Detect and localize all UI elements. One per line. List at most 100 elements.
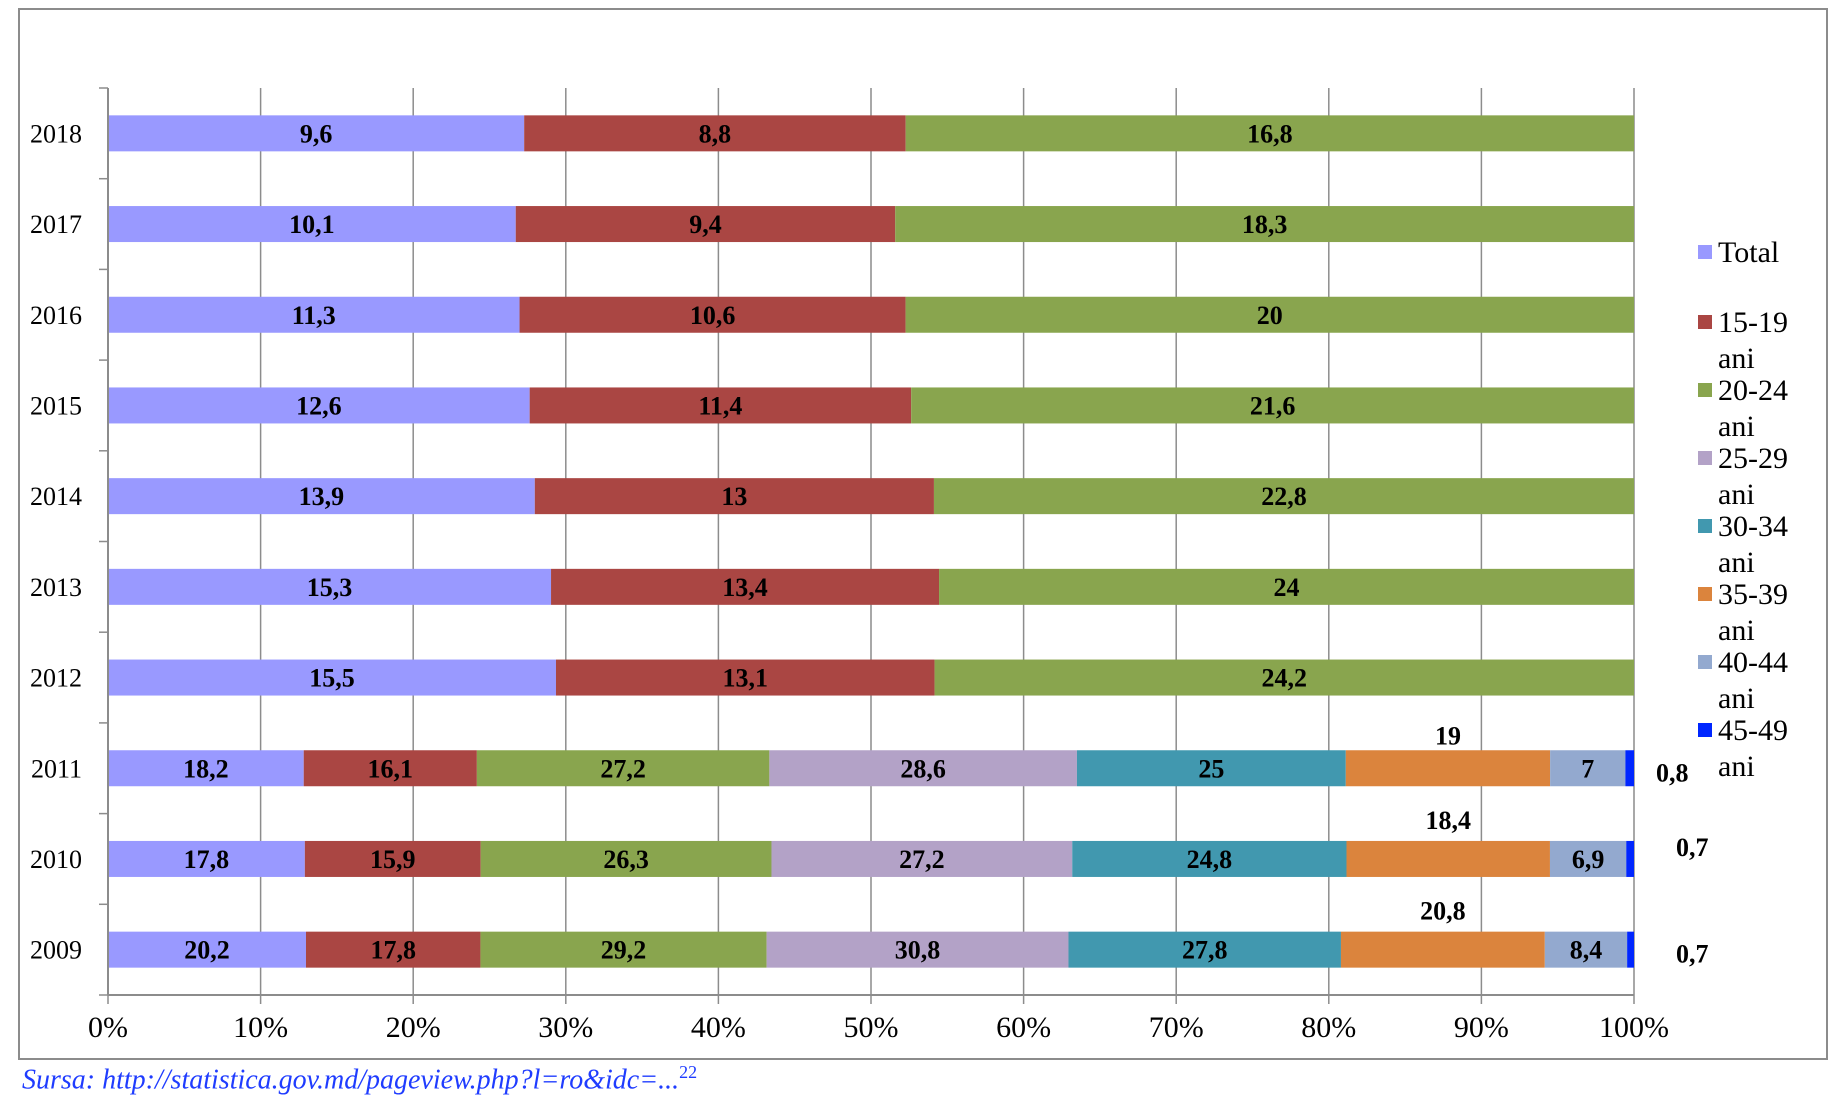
data-label: 13 — [721, 482, 747, 511]
x-tick-label: 70% — [1149, 1011, 1204, 1044]
bar-segment — [766, 931, 1069, 968]
data-label: 30,8 — [895, 936, 941, 965]
data-label: 17,8 — [370, 936, 416, 965]
data-label: 0,8 — [1656, 758, 1689, 787]
bar-segment — [1340, 931, 1545, 968]
x-tick-label: 40% — [691, 1011, 746, 1044]
data-label: 24,2 — [1262, 664, 1308, 693]
bar-segment — [1346, 840, 1550, 877]
data-label: 13,4 — [722, 573, 768, 602]
source-note: Sursa: http://statistica.gov.md/pageview… — [22, 1062, 697, 1096]
bars — [108, 115, 1634, 968]
bar-segment — [108, 206, 516, 243]
legend-label: Total — [1718, 236, 1779, 269]
legend-label: ani — [1718, 546, 1755, 579]
bar-segment — [303, 750, 477, 787]
legend-swatch — [1698, 587, 1712, 601]
bar-segment — [1072, 840, 1347, 877]
category-label: 2018 — [30, 119, 82, 148]
bar-segment — [555, 659, 935, 696]
bar-segment — [1345, 750, 1551, 787]
bar-segment — [515, 206, 896, 243]
legend-label: ani — [1718, 682, 1755, 715]
data-label: 24 — [1274, 573, 1300, 602]
legend-label: ani — [1718, 750, 1755, 783]
data-label: 16,1 — [368, 754, 414, 783]
bar-segment — [480, 840, 772, 877]
bar-segment — [1627, 931, 1634, 968]
legend-swatch — [1698, 245, 1712, 259]
axes: 0% 10% 20% 30% 40% 50% 60% 70% 80% 90% 100%2018201… — [30, 87, 1669, 1044]
data-label: 12,6 — [296, 391, 342, 420]
chart-frame — [18, 8, 1828, 1060]
bar-segment — [905, 115, 1634, 152]
bar-segment — [108, 115, 525, 152]
bar-segment — [1626, 840, 1634, 877]
data-label: 13,1 — [723, 664, 769, 693]
bar-segment — [934, 659, 1634, 696]
legend-label: 20-24 — [1718, 374, 1788, 407]
bar-segment — [305, 931, 481, 968]
bar-segment — [551, 568, 940, 605]
data-label: 20,2 — [184, 936, 230, 965]
data-label: 8,4 — [1570, 936, 1603, 965]
legend-label: 45-49 — [1718, 714, 1788, 747]
category-label: 2012 — [30, 664, 82, 693]
legend-swatch — [1698, 383, 1712, 397]
data-label: 18,4 — [1425, 806, 1471, 835]
data-label: 18,3 — [1242, 210, 1288, 239]
bar-segment — [529, 387, 912, 424]
bar-segment — [1068, 931, 1341, 968]
legend-swatch — [1698, 655, 1712, 669]
data-label: 10,1 — [289, 210, 335, 239]
data-label: 11,3 — [292, 301, 336, 330]
x-tick-label: 80% — [1301, 1011, 1356, 1044]
bar-segment — [911, 387, 1634, 424]
bar-segment — [1076, 750, 1346, 787]
data-label: 9,4 — [689, 210, 722, 239]
bar-segment — [534, 478, 934, 515]
data-label: 27,2 — [899, 845, 945, 874]
data-label: 21,6 — [1250, 391, 1296, 420]
legend-swatch — [1698, 723, 1712, 737]
category-label: 2017 — [30, 210, 82, 239]
data-label: 29,2 — [601, 936, 647, 965]
data-labels: 9,6 8,8 16,8 10,1 9,4 18,3 11,3 10,6 20 12,6 11,4 2… — [183, 119, 1708, 968]
data-label: 16,8 — [1247, 119, 1293, 148]
data-label: 10,6 — [690, 301, 736, 330]
data-label: 27,2 — [600, 754, 646, 783]
data-label: 13,9 — [299, 482, 345, 511]
bar-segment — [1544, 931, 1628, 968]
bar-segment — [1549, 840, 1627, 877]
data-label: 19 — [1435, 721, 1461, 750]
data-label: 0,7 — [1676, 833, 1709, 862]
category-label: 2015 — [30, 391, 82, 420]
legend-label: 40-44 — [1718, 646, 1788, 679]
bar-segment — [769, 750, 1077, 787]
data-label: 6,9 — [1572, 845, 1605, 874]
bar-segment — [108, 478, 535, 515]
x-tick-label: 50% — [844, 1011, 899, 1044]
x-tick-label: 20% — [386, 1011, 441, 1044]
legend-label: 15-19 — [1718, 306, 1788, 339]
legend-swatch — [1698, 315, 1712, 329]
legend-swatch — [1698, 451, 1712, 465]
legend-swatch — [1698, 519, 1712, 533]
x-tick-label: 10% — [233, 1011, 288, 1044]
bar-segment — [933, 478, 1634, 515]
bar-segment — [895, 206, 1634, 243]
x-tick-label: 30% — [538, 1011, 593, 1044]
data-label: 11,4 — [698, 391, 742, 420]
bar-segment — [939, 568, 1634, 605]
legend-label: ani — [1718, 342, 1755, 375]
bar-segment — [524, 115, 906, 152]
legend: Total15-19ani20-24ani25-29ani30-34ani35-… — [1698, 236, 1788, 783]
legend-label: ani — [1718, 478, 1755, 511]
source-note-text: Sursa: http://statistica.gov.md/pageview… — [22, 1064, 680, 1096]
bar-segment — [771, 840, 1073, 877]
category-label: 2009 — [30, 936, 82, 965]
data-label: 15,3 — [307, 573, 353, 602]
bar-segment — [108, 568, 552, 605]
bar-segment — [108, 840, 305, 877]
